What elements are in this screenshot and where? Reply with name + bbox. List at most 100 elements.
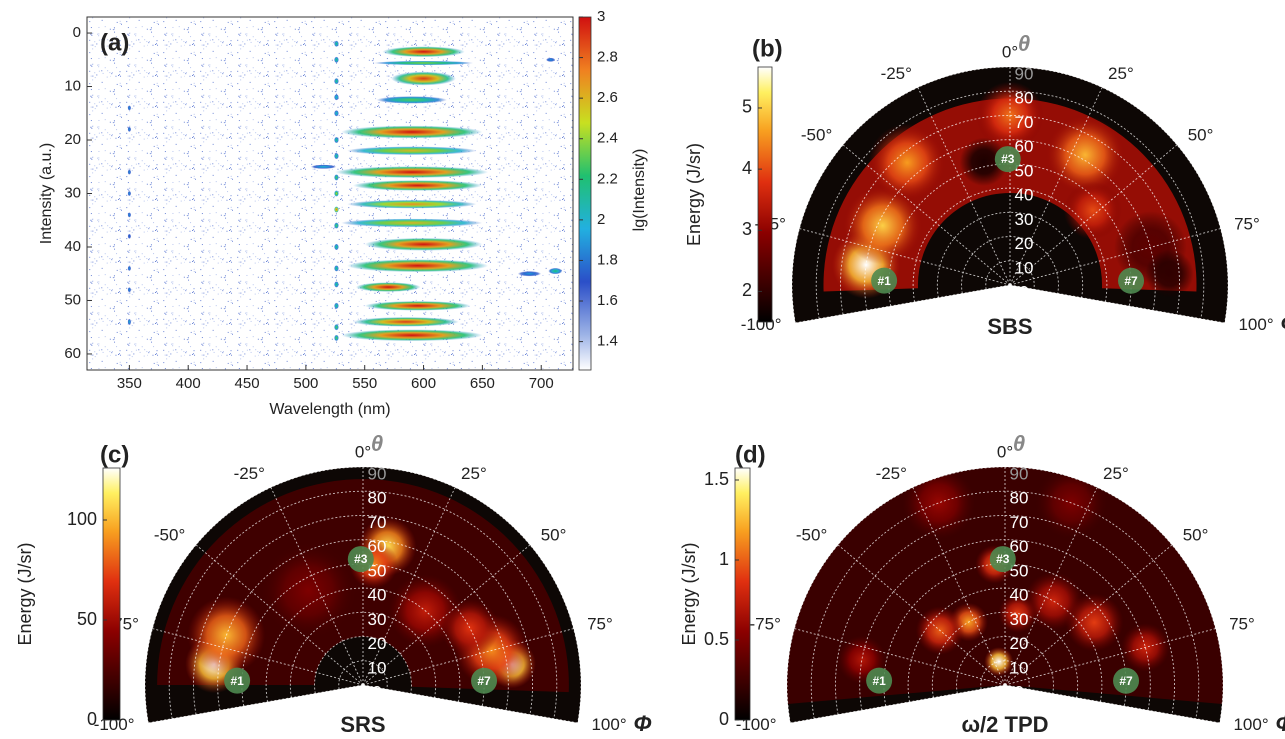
phi-grid xyxy=(362,487,456,686)
theta-tick-label: 0 xyxy=(1014,682,1023,701)
theta-tick-label: 40 xyxy=(1010,586,1029,605)
phi-tick-label: 0° xyxy=(355,442,371,461)
intensity-blob xyxy=(334,206,339,213)
marker-label: #3 xyxy=(996,552,1010,566)
colorbar-tick-label: 100 xyxy=(67,509,97,529)
phi-grid xyxy=(148,684,364,724)
colorbar-tick-label: 0.5 xyxy=(704,629,729,649)
theta-tick-label: 60 xyxy=(368,537,387,556)
theta-grid xyxy=(840,115,1180,315)
theta-grid xyxy=(289,611,437,698)
theta-grid xyxy=(936,211,1084,298)
theta-grid xyxy=(810,490,1200,719)
colorbar-label: Energy (J/sr) xyxy=(679,542,699,645)
phi-tick-label: 100° xyxy=(591,715,626,734)
phi-grid xyxy=(790,684,1006,724)
theta-tick-label: 0 xyxy=(1019,282,1028,301)
y-tick-label: 20 xyxy=(64,131,81,148)
energy-blob xyxy=(959,137,1009,187)
colorbar-tick-label: 2.4 xyxy=(597,130,618,147)
phi-grid xyxy=(1004,487,1098,686)
phi-grid xyxy=(917,87,1011,286)
intensity-blob xyxy=(310,164,337,169)
colorbar-tick-label: 1 xyxy=(719,549,729,569)
theta-grid xyxy=(980,660,1030,690)
colorbar-tick-label: 0 xyxy=(87,709,97,729)
marker-label: #7 xyxy=(1119,674,1133,688)
colorbar-tick-label: 2.2 xyxy=(597,170,618,187)
theta-axis-label: θ xyxy=(1013,431,1025,456)
heatmap xyxy=(127,40,563,342)
phi-grid xyxy=(362,628,574,686)
x-tick-label: 550 xyxy=(352,375,377,392)
theta-grid xyxy=(883,563,1127,707)
colorbar-tick-label: 1.8 xyxy=(597,251,618,268)
colorbar-tick-label: 2 xyxy=(597,211,605,228)
intensity-blob xyxy=(391,71,456,86)
phi-tick-label: 0° xyxy=(997,442,1013,461)
energy-blob xyxy=(984,647,1014,677)
intensity-blob xyxy=(517,271,542,277)
x-tick-label: 650 xyxy=(470,375,495,392)
intensity-blob xyxy=(127,318,132,326)
intensity-blob xyxy=(127,190,132,197)
marker xyxy=(866,667,893,694)
theta-grid xyxy=(144,466,582,723)
x-tick-label: 700 xyxy=(529,375,554,392)
phi-grid xyxy=(195,544,364,686)
intensity-blob xyxy=(127,233,132,239)
phi-tick-label: -25° xyxy=(881,64,912,83)
phi-tick-label: -25° xyxy=(234,464,265,483)
colorbar-tick-label: 1.4 xyxy=(597,333,618,350)
x-tick-label: 500 xyxy=(293,375,318,392)
theta-grid xyxy=(931,611,1079,698)
energy-blob xyxy=(1065,593,1124,652)
intensity-blob xyxy=(334,94,339,101)
phi-tick-label: 50° xyxy=(541,525,567,544)
theta-tick-label: 30 xyxy=(368,610,387,629)
theta-grid xyxy=(338,660,388,690)
phi-tick-label: -75° xyxy=(750,614,781,633)
intensity-blob xyxy=(334,281,339,288)
phi-tick-label: -50° xyxy=(154,525,185,544)
panel-label: (c) xyxy=(100,441,129,468)
theta-tick-label: 10 xyxy=(1010,658,1029,677)
intensity-blob xyxy=(347,199,477,209)
intensity-blob xyxy=(127,287,132,293)
phi-axis-label: Φ xyxy=(1280,311,1285,336)
intensity-blob xyxy=(334,174,339,181)
phi-grid xyxy=(799,228,1011,286)
colorbar-tick-label: 3 xyxy=(597,8,605,25)
x-tick-label: 450 xyxy=(235,375,260,392)
marker xyxy=(471,667,498,694)
energy-blob xyxy=(998,594,1037,633)
colorbar-tick-label: 50 xyxy=(77,609,97,629)
intensity-blob xyxy=(334,40,339,47)
panel-label: (a) xyxy=(100,29,129,56)
phi-tick-label: 25° xyxy=(1103,464,1129,483)
panel-title: ω/2 TPD xyxy=(961,712,1048,737)
phi-grid xyxy=(842,144,1011,286)
intensity-blob xyxy=(334,222,339,229)
phi-tick-label: -50° xyxy=(801,125,832,144)
theta-tick-label: 80 xyxy=(1015,89,1034,108)
marker-label: #7 xyxy=(477,674,491,688)
intensity-blob xyxy=(334,324,339,331)
intensity-blob xyxy=(127,212,132,218)
colorbar-tick-label: 3 xyxy=(742,219,752,239)
colorbar-tick-label: 5 xyxy=(742,97,752,117)
intensity-blob xyxy=(127,126,132,132)
colorbar-tick-label: 2.8 xyxy=(597,49,618,66)
phi-grid xyxy=(912,487,1006,686)
intensity-blob xyxy=(347,146,477,155)
phi-tick-label: 100° xyxy=(1233,715,1268,734)
intensity-blob xyxy=(376,96,448,104)
phi-grid xyxy=(152,628,364,686)
colorbar-tick-label: 2 xyxy=(742,280,752,300)
theta-axis-label: θ xyxy=(371,431,383,456)
intensity-blob xyxy=(334,56,339,63)
intensity-blob xyxy=(334,302,339,310)
panel-label: (d) xyxy=(735,441,766,468)
colorbar-tick-label: 2.6 xyxy=(597,89,618,106)
marker xyxy=(871,267,898,294)
